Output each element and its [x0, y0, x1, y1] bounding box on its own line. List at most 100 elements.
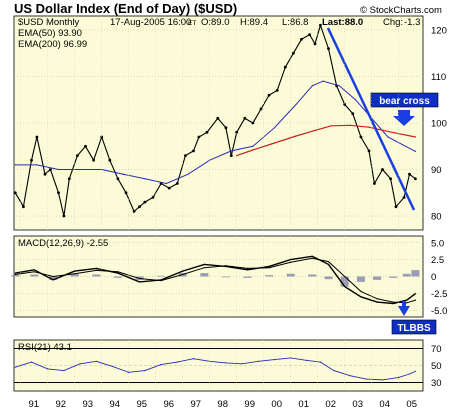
price-point-1-15 — [322, 80, 324, 82]
tlbbs-box — [391, 319, 437, 335]
rsi-point-0-1 — [30, 361, 33, 363]
macd-point-1-19 — [392, 301, 394, 303]
macd-point-1-12 — [268, 267, 270, 269]
price-series-2 — [236, 124, 416, 157]
legend-rsi: RSI(21) 43.1 — [18, 342, 72, 353]
price-point-0-5 — [49, 168, 52, 171]
price-point-0-0 — [13, 191, 17, 195]
macd-y-tick-4: -5.0 — [431, 306, 447, 317]
x-tick-3: 94 — [109, 399, 120, 410]
macd-point-1-17 — [360, 290, 362, 292]
price-point-0-23 — [184, 154, 187, 158]
price-point-1-7 — [165, 182, 168, 185]
rsi-point-0-14 — [241, 363, 243, 365]
x-tick-2: 93 — [82, 399, 93, 410]
x-tick-10: 01 — [298, 399, 309, 410]
macd-hist-bar-5 — [113, 276, 122, 278]
macd-point-0-20 — [406, 299, 408, 301]
price-point-0-18 — [143, 200, 147, 204]
macd-point-0-0 — [14, 272, 16, 274]
macd-point-0-3 — [74, 270, 76, 272]
rsi-point-0-23 — [381, 379, 384, 381]
price-point-1-8 — [187, 173, 189, 175]
rsi-y-tick-1: 50 — [431, 361, 442, 372]
macd-point-0-19 — [392, 302, 394, 305]
price-point-1-6 — [144, 178, 146, 180]
price-point-0-45 — [351, 112, 355, 116]
price-point-0-31 — [243, 116, 247, 120]
macd-hist-bar-0 — [11, 275, 20, 277]
price-point-2-0 — [236, 155, 238, 157]
legend-macd: MACD(12,26,9) -2.55 — [18, 238, 108, 249]
price-grid — [14, 29, 423, 217]
rsi-grid — [14, 348, 423, 383]
rsi-point-0-21 — [349, 375, 351, 377]
x-tick-11: 02 — [325, 399, 336, 410]
rsi-point-0-26 — [414, 370, 416, 372]
price-point-0-44 — [343, 103, 347, 106]
rsi-point-0-15 — [257, 360, 259, 362]
price-point-0-19 — [151, 196, 155, 199]
price-series-group — [13, 23, 417, 218]
macd-y-axis: 5.0 2.5 0 -2.5 -5.0 — [431, 238, 447, 317]
price-point-0-26 — [205, 130, 209, 134]
price-point-0-7 — [62, 214, 66, 218]
macd-hist-bar-10 — [221, 276, 230, 278]
bear-cross-arrow — [393, 110, 415, 126]
macd-hist-bar-14 — [308, 274, 317, 277]
price-point-0-35 — [275, 89, 279, 92]
legend-ema200: EMA(200) 96.99 — [18, 39, 87, 50]
rsi-point-0-20 — [333, 370, 335, 372]
macd-hist-bar-2 — [49, 276, 58, 280]
macd-point-1-4 — [95, 269, 97, 271]
price-point-0-24 — [192, 149, 195, 153]
macd-point-0-4 — [95, 267, 97, 269]
date-readout: 17-Aug-2005 16:00 — [110, 17, 191, 28]
price-point-0-30 — [235, 130, 239, 134]
price-point-0-14 — [116, 177, 120, 181]
macd-series-group — [14, 255, 416, 305]
macd-hist-bar-9 — [200, 273, 209, 277]
macd-point-1-7 — [160, 280, 162, 282]
macd-point-1-5 — [117, 271, 119, 273]
rsi-point-0-3 — [63, 370, 65, 372]
rsi-point-0-0 — [14, 366, 16, 368]
macd-point-1-15 — [327, 261, 330, 263]
price-point-0-51 — [394, 205, 398, 209]
price-point-2-8 — [387, 130, 389, 132]
price-point-0-8 — [67, 177, 71, 181]
trendline — [326, 27, 416, 211]
price-point-1-20 — [414, 150, 416, 152]
macd-point-0-6 — [138, 281, 141, 283]
macd-point-0-14 — [311, 255, 313, 257]
bear-cross-label: bear cross — [379, 96, 430, 107]
price-point-1-11 — [252, 145, 254, 147]
x-tick-4: 95 — [136, 399, 147, 410]
macd-point-0-18 — [376, 301, 378, 303]
macd-point-0-16 — [344, 286, 346, 288]
rsi-point-0-6 — [111, 365, 114, 367]
price-y-tick-1: 110 — [431, 72, 446, 83]
price-point-2-6 — [349, 124, 351, 126]
x-tick-12: 03 — [352, 399, 363, 410]
price-point-0-13 — [108, 158, 112, 162]
price-point-1-12 — [273, 127, 276, 129]
price-point-1-5 — [122, 173, 124, 175]
price-point-0-52 — [402, 196, 406, 199]
price-point-2-7 — [368, 126, 370, 128]
price-y-tick-3: 90 — [431, 165, 442, 176]
rsi-point-0-25 — [408, 373, 411, 375]
rsi-y-axis: 70 50 30 — [431, 344, 442, 389]
rsi-point-0-17 — [290, 357, 292, 359]
tlbbs-annotation: TLBBS — [391, 301, 437, 335]
macd-point-0-12 — [268, 265, 270, 267]
price-point-1-1 — [36, 164, 38, 166]
rsi-point-0-2 — [47, 368, 49, 370]
low-readout: L:86.8 — [282, 17, 308, 28]
x-tick-8: 99 — [244, 399, 255, 410]
macd-point-1-18 — [376, 298, 378, 300]
price-y-axis: 120 110 100 90 80 — [431, 25, 447, 222]
price-point-0-17 — [138, 205, 141, 209]
rsi-point-0-16 — [273, 359, 276, 361]
